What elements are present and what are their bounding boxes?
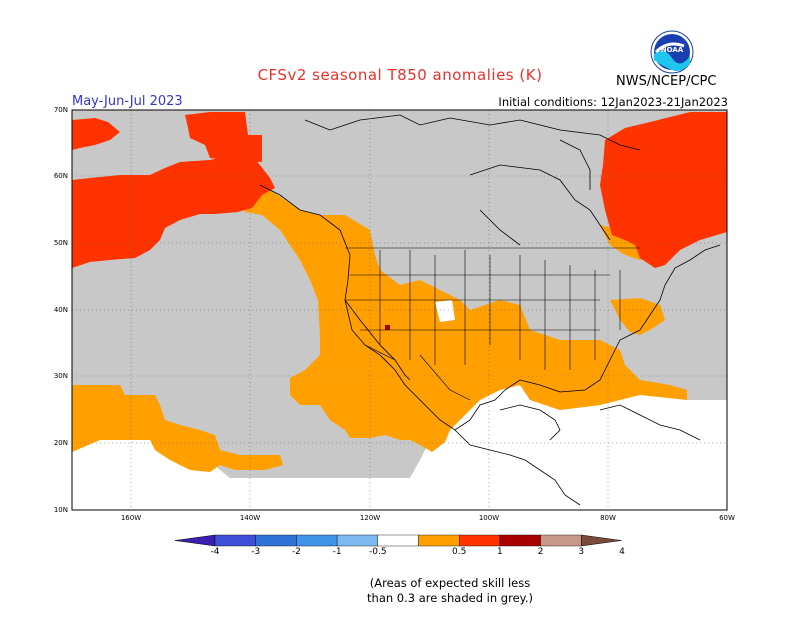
colorbar-arrow-left (174, 534, 216, 547)
initial-conditions-label: Initial conditions: 12Jan2023-21Jan2023 (498, 95, 728, 109)
lat-label: 20N (53, 439, 68, 447)
colorbar-segment (214, 534, 256, 547)
colorbar-tick-label: -2 (291, 547, 301, 557)
lon-label: 140W (239, 514, 261, 522)
red-anomaly-areas (72, 112, 727, 268)
coastlines (259, 114, 721, 506)
agency-label: NWS/NCEP/CPC (616, 74, 717, 89)
lon-label: 120W (359, 514, 381, 522)
dark-red-spot (385, 325, 390, 330)
colorbar-tick-label: 2 (537, 547, 544, 557)
colorbar-tick-label: -4 (210, 547, 220, 557)
lon-label: 160W (120, 514, 142, 522)
colorbar-tick-label: -0.5 (369, 547, 387, 557)
colorbar-tick-label: 1 (497, 547, 503, 557)
noaa-logo: NOAA (650, 30, 694, 74)
lat-label: 10N (53, 506, 68, 514)
skill-note-line2: than 0.3 are shaded in grey.) (367, 591, 533, 605)
grid-lines (72, 110, 727, 510)
white-spot (435, 300, 455, 322)
lat-label: 50N (53, 239, 68, 247)
state-borders (345, 247, 640, 401)
season-label: May-Jun-Jul 2023 (72, 94, 183, 109)
map-title: CFSv2 seasonal T850 anomalies (K) (257, 66, 543, 84)
lon-label: 60W (719, 514, 735, 522)
colorbar-tick-label: -3 (251, 547, 261, 557)
logo-text: NOAA (661, 46, 684, 54)
colorbar-tick-label: -1 (332, 547, 342, 557)
lat-label: 40N (53, 306, 68, 314)
map-frame (71, 109, 728, 511)
colorbar-segment (540, 534, 582, 547)
colorbar-segment (459, 534, 501, 547)
colorbar-tick-label: 0.5 (452, 547, 467, 557)
lon-label: 80W (600, 514, 616, 522)
lon-label: 100W (478, 514, 500, 522)
colorbar-segment (336, 534, 379, 547)
colorbar-segment (296, 534, 338, 547)
colorbar-segment (418, 534, 460, 547)
lat-label: 60N (53, 172, 68, 180)
colorbar (174, 534, 622, 547)
lat-label: 30N (53, 372, 68, 380)
skill-note: (Areas of expected skill less than 0.3 a… (300, 576, 600, 606)
lat-label: 70N (53, 106, 68, 114)
colorbar-tick-label: 3 (578, 547, 585, 557)
colorbar-segment (377, 534, 419, 547)
orange-anomaly-areas (72, 190, 687, 472)
colorbar-arrow-right (581, 534, 622, 547)
colorbar-segment (499, 534, 541, 547)
skill-note-line1: (Areas of expected skill less (369, 576, 531, 590)
colorbar-segment (255, 534, 297, 547)
colorbar-tick-label: 4 (619, 547, 625, 557)
